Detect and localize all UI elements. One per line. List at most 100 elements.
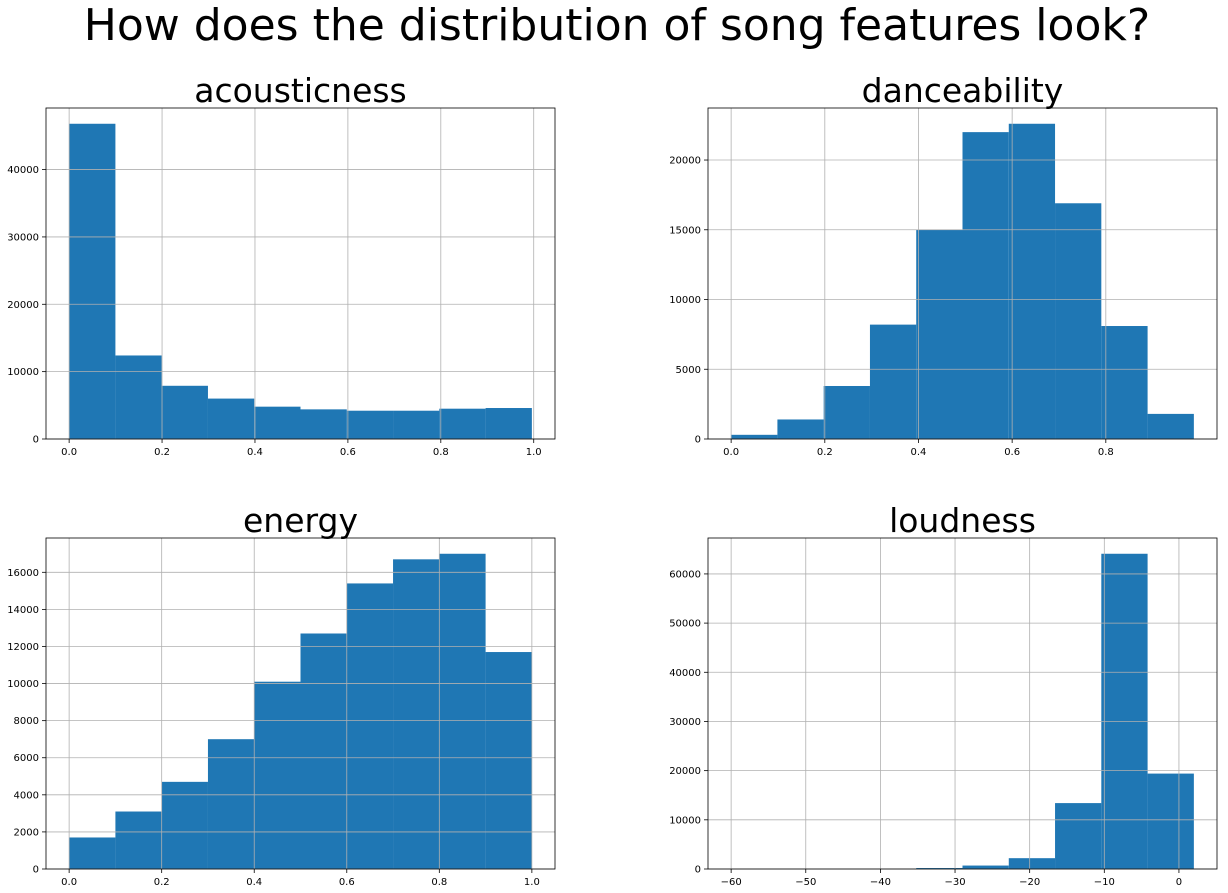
x-tick-label: 0.4 bbox=[246, 877, 262, 888]
y-tick-label: 5000 bbox=[676, 365, 701, 376]
x-tick-label: 0.0 bbox=[61, 877, 77, 888]
histogram-bar bbox=[916, 229, 963, 439]
histogram-bar bbox=[823, 385, 870, 439]
histogram-bar bbox=[69, 123, 116, 439]
x-tick-label: 0.0 bbox=[61, 447, 77, 458]
y-tick-label: 20000 bbox=[669, 156, 701, 167]
histogram-bar bbox=[207, 398, 255, 439]
subplot-energy: energy 0.0 0.2 0.4 0.6 0.8 1.0 0 2000 4000 6000 80… bbox=[7, 501, 556, 888]
histogram-bar bbox=[300, 633, 347, 869]
histogram-bar bbox=[1008, 123, 1056, 439]
x-tick-label: 0 bbox=[1176, 877, 1182, 888]
histogram-bar bbox=[115, 811, 162, 869]
histogram-bar bbox=[869, 324, 917, 439]
y-tick-label: 20000 bbox=[669, 766, 701, 777]
x-tick-label: 0.2 bbox=[817, 447, 833, 458]
histogram-bar bbox=[1147, 413, 1194, 439]
x-tick-label: 1.0 bbox=[524, 877, 540, 888]
axes-frame bbox=[707, 537, 1218, 870]
x-tick-label: −10 bbox=[1094, 877, 1115, 888]
histogram-bar bbox=[161, 385, 208, 439]
x-tick-label: 0.2 bbox=[154, 877, 170, 888]
histogram-bar bbox=[254, 681, 301, 869]
y-tick-label: 6000 bbox=[14, 753, 39, 764]
x-tick-label: −50 bbox=[795, 877, 816, 888]
x-tick-label: −20 bbox=[1019, 877, 1040, 888]
histogram-bar bbox=[1008, 858, 1056, 869]
y-tick-label: 10000 bbox=[669, 815, 701, 826]
histogram-bar bbox=[1055, 803, 1102, 869]
histogram-bar bbox=[207, 739, 255, 869]
y-tick-label: 60000 bbox=[669, 569, 701, 580]
subplot-title: loudness bbox=[889, 501, 1036, 540]
y-tick-label: 0 bbox=[695, 865, 701, 876]
y-tick-label: 14000 bbox=[7, 605, 39, 616]
subplot-acousticness: acousticness 0.0 0.2 0.4 0.6 0.8 1.0 0 10000 200… bbox=[7, 71, 556, 458]
y-tick-label: 12000 bbox=[7, 642, 39, 653]
y-tick-label: 2000 bbox=[14, 827, 39, 838]
histogram-bar bbox=[439, 553, 486, 869]
y-tick-label: 0 bbox=[33, 865, 39, 876]
subplot-title: energy bbox=[243, 501, 358, 540]
y-tick-label: 10000 bbox=[7, 679, 39, 690]
subplot-danceability: danceability 0.0 0.2 0.4 0.6 0.8 0 5000 10000 15… bbox=[669, 71, 1218, 458]
histogram-bar bbox=[393, 559, 440, 869]
subplot-title: danceability bbox=[862, 71, 1064, 110]
y-tick-label: 20000 bbox=[7, 300, 39, 311]
x-tick-label: 0.4 bbox=[247, 447, 263, 458]
histogram-bar bbox=[254, 406, 301, 439]
histogram-bar bbox=[300, 409, 347, 439]
y-tick-label: 10000 bbox=[669, 295, 701, 306]
histogram-bar bbox=[962, 865, 1009, 869]
y-tick-label: 4000 bbox=[14, 790, 39, 801]
subplot-title: acousticness bbox=[194, 71, 407, 110]
y-tick-label: 50000 bbox=[669, 619, 701, 630]
histogram-bar bbox=[962, 132, 1009, 440]
x-tick-label: 0.8 bbox=[433, 447, 449, 458]
y-tick-label: 30000 bbox=[669, 717, 701, 728]
histogram-bar bbox=[1147, 773, 1194, 869]
histogram-bar bbox=[439, 408, 486, 439]
histogram-bar bbox=[731, 434, 778, 439]
x-tick-label: 0.0 bbox=[723, 447, 739, 458]
axes-frame bbox=[45, 107, 556, 440]
histogram-bar bbox=[485, 652, 532, 869]
x-tick-label: 0.2 bbox=[154, 447, 170, 458]
histogram-bar bbox=[1101, 326, 1148, 439]
figure-suptitle: How does the distribution of song featur… bbox=[84, 0, 1150, 51]
x-tick-label: 0.8 bbox=[431, 877, 447, 888]
y-tick-label: 10000 bbox=[7, 367, 39, 378]
x-tick-label: −60 bbox=[721, 877, 742, 888]
x-tick-label: 0.6 bbox=[1004, 447, 1020, 458]
x-tick-label: −30 bbox=[944, 877, 965, 888]
y-tick-label: 40000 bbox=[7, 165, 39, 176]
y-tick-label: 8000 bbox=[14, 716, 39, 727]
y-tick-label: 40000 bbox=[669, 668, 701, 679]
histogram-bar bbox=[485, 408, 532, 439]
histogram-bar bbox=[1101, 553, 1148, 869]
y-tick-label: 15000 bbox=[669, 225, 701, 236]
histogram-bar bbox=[777, 419, 824, 439]
y-tick-label: 0 bbox=[33, 435, 39, 446]
x-tick-label: 0.6 bbox=[339, 877, 355, 888]
histogram-bar bbox=[346, 410, 394, 439]
x-tick-label: 0.4 bbox=[911, 447, 927, 458]
y-tick-label: 0 bbox=[695, 435, 701, 446]
axes-frame bbox=[707, 107, 1218, 440]
histogram-bar bbox=[393, 410, 440, 439]
y-tick-label: 16000 bbox=[7, 568, 39, 579]
x-tick-label: 0.6 bbox=[340, 447, 356, 458]
histogram-bar bbox=[115, 355, 162, 439]
axes-frame bbox=[45, 537, 556, 870]
subplot-loudness: loudness −60 −50 −40 −30 −20 −10 0 0 10000 20000 3… bbox=[669, 501, 1218, 888]
x-tick-label: 0.8 bbox=[1098, 447, 1114, 458]
histogram-bar bbox=[1055, 203, 1102, 439]
histogram-bar bbox=[161, 781, 208, 869]
y-tick-label: 30000 bbox=[7, 232, 39, 243]
histogram-bar bbox=[69, 837, 116, 869]
histogram-bar bbox=[346, 583, 394, 869]
x-tick-label: −40 bbox=[870, 877, 891, 888]
histogram-bar bbox=[916, 868, 963, 869]
x-tick-label: 1.0 bbox=[526, 447, 542, 458]
